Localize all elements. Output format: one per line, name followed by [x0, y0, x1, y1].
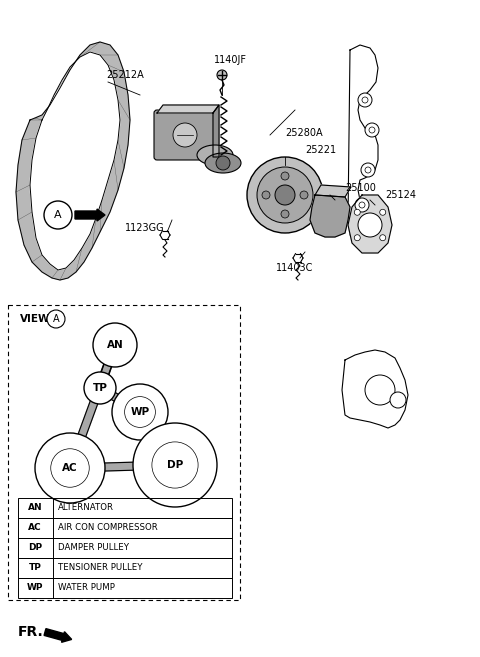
Bar — [18, 498, 232, 518]
Text: DAMPER PULLEY: DAMPER PULLEY — [58, 543, 129, 553]
FancyArrow shape — [75, 209, 105, 221]
Text: AC: AC — [28, 524, 42, 533]
Bar — [8, 305, 240, 600]
Text: WATER PUMP: WATER PUMP — [58, 583, 115, 593]
Circle shape — [216, 156, 230, 170]
Circle shape — [358, 213, 382, 237]
Circle shape — [275, 185, 295, 205]
Circle shape — [257, 167, 313, 223]
Circle shape — [380, 235, 386, 240]
Circle shape — [84, 372, 116, 404]
Text: 25124: 25124 — [385, 190, 416, 200]
Circle shape — [112, 384, 168, 440]
Text: WP: WP — [131, 407, 150, 417]
Text: AN: AN — [28, 503, 42, 512]
Text: ALTERNATOR: ALTERNATOR — [58, 503, 114, 512]
Circle shape — [47, 310, 65, 328]
Circle shape — [362, 97, 368, 103]
Circle shape — [217, 70, 227, 80]
Text: WP: WP — [27, 583, 43, 593]
Circle shape — [133, 423, 217, 507]
Circle shape — [359, 202, 365, 208]
Circle shape — [262, 191, 270, 199]
Circle shape — [281, 210, 289, 218]
Polygon shape — [16, 42, 130, 280]
Text: 25280A: 25280A — [285, 128, 323, 138]
Text: 25212A: 25212A — [106, 70, 144, 80]
Bar — [18, 518, 232, 538]
Text: TP: TP — [93, 383, 108, 393]
Polygon shape — [30, 52, 120, 270]
Circle shape — [369, 127, 375, 133]
Circle shape — [281, 172, 289, 180]
Bar — [18, 578, 232, 598]
Ellipse shape — [205, 153, 241, 173]
Text: DP: DP — [167, 460, 183, 470]
Text: A: A — [53, 314, 60, 324]
Text: VIEW: VIEW — [20, 314, 50, 324]
Text: 1140JF: 1140JF — [214, 55, 247, 65]
Bar — [18, 538, 232, 558]
Circle shape — [173, 123, 197, 147]
Circle shape — [361, 163, 375, 177]
Bar — [18, 558, 232, 578]
Circle shape — [365, 375, 395, 405]
Text: TP: TP — [29, 564, 41, 572]
Circle shape — [35, 433, 105, 503]
Text: AC: AC — [62, 463, 78, 473]
Text: 25221: 25221 — [305, 145, 336, 155]
Circle shape — [354, 235, 360, 240]
Text: 1123GG: 1123GG — [125, 223, 165, 233]
Ellipse shape — [197, 145, 233, 165]
Polygon shape — [157, 105, 219, 113]
Circle shape — [355, 198, 369, 212]
Text: AN: AN — [107, 340, 123, 350]
Polygon shape — [213, 105, 219, 157]
Text: A: A — [54, 210, 62, 220]
Polygon shape — [315, 185, 351, 197]
Text: AIR CON COMPRESSOR: AIR CON COMPRESSOR — [58, 524, 158, 533]
Polygon shape — [98, 384, 142, 415]
Polygon shape — [96, 344, 119, 390]
Circle shape — [51, 449, 89, 487]
Circle shape — [152, 442, 198, 488]
Text: FR.: FR. — [18, 625, 44, 639]
Circle shape — [247, 157, 323, 233]
Text: DP: DP — [28, 543, 42, 553]
Circle shape — [365, 123, 379, 137]
Circle shape — [93, 323, 137, 367]
Polygon shape — [348, 195, 392, 253]
Circle shape — [300, 191, 308, 199]
Circle shape — [390, 392, 406, 408]
FancyBboxPatch shape — [154, 110, 216, 160]
Polygon shape — [66, 344, 119, 469]
FancyArrow shape — [44, 629, 72, 643]
Circle shape — [365, 167, 371, 173]
Polygon shape — [137, 410, 179, 467]
Circle shape — [125, 397, 156, 428]
Circle shape — [358, 93, 372, 107]
Circle shape — [44, 201, 72, 229]
Text: TENSIONER PULLEY: TENSIONER PULLEY — [58, 564, 143, 572]
Circle shape — [380, 210, 386, 215]
Text: 11403C: 11403C — [276, 263, 314, 273]
Circle shape — [354, 210, 360, 215]
Text: 25100: 25100 — [345, 183, 376, 193]
Polygon shape — [310, 195, 350, 237]
Polygon shape — [70, 461, 175, 472]
